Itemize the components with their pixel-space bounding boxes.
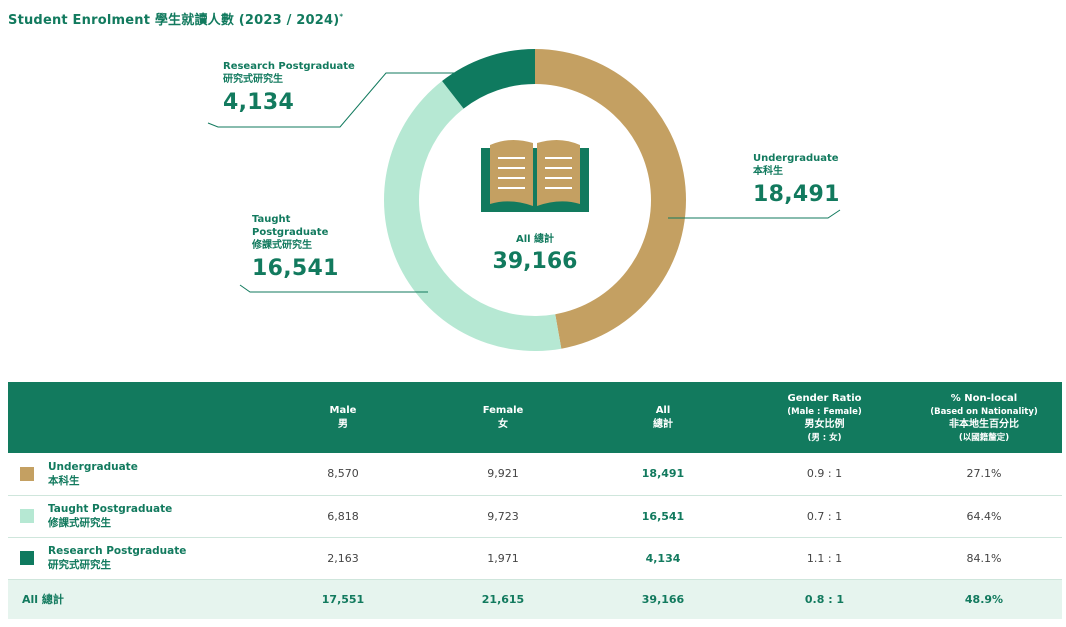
cell-all: 16,541 [641,509,685,523]
enrolment-table: Male 男 Female 女 All 總計 Gender Ratio (Male :… [8,382,1062,619]
table-header-row: Male 男 Female 女 All 總計 Gender Ratio (Male :… [8,382,1062,453]
cell-ratio: 0.7 : 1 [806,509,843,523]
callout-research-value: 4,134 [223,90,295,115]
total-ratio: 0.8 : 1 [804,592,845,606]
donut-chart [207,49,841,351]
cell-all: 18,491 [641,467,685,481]
callout-taught-label-2: Postgraduate [252,227,329,238]
swatch-taught [20,509,34,523]
leader-line-undergrad [668,209,841,219]
total-all: 39,166 [641,592,685,606]
callout-undergrad-label-zh: 本科生 [753,166,783,177]
table-row: Undergraduate 本科生 8,570 9,921 18,491 0.9 … [8,453,1062,495]
donut-slice-undergrad [535,49,687,349]
cell-all: 4,134 [645,551,681,565]
donut-slice-taught [384,81,562,351]
cell-male: 6,818 [327,509,359,523]
callout-taught-value: 16,541 [252,256,339,281]
cell-ratio: 0.9 : 1 [806,467,843,481]
leader-line-research [207,72,458,128]
cell-ratio: 1.1 : 1 [806,551,843,565]
callout-taught: Taught Postgraduate 修課式研究生 16,541 [252,213,339,281]
header-gender-ratio: Gender Ratio (Male : Female) 男女比例 (男 : 女… [787,392,862,443]
page-title: Student Enrolment 學生就讀人數 (2023 / 2024)* [8,9,343,28]
cell-male: 2,163 [327,551,359,565]
callout-undergrad: Undergraduate 本科生 18,491 [753,152,840,207]
leader-line-taught [239,284,428,293]
callout-undergrad-value: 18,491 [753,182,840,207]
title-text: Student Enrolment 學生就讀人數 (2023 / 2024) [8,13,340,28]
table-row: Taught Postgraduate 修課式研究生 6,818 9,723 16… [8,495,1062,537]
cell-female: 9,921 [487,467,519,481]
cell-female: 9,723 [487,509,519,523]
total-row-label: All 總計 [22,593,64,607]
donut-slice-research [442,49,535,109]
callout-taught-label: Taught [252,214,291,225]
swatch-undergrad [20,466,34,481]
cell-nonlocal: 27.1% [966,467,1002,481]
title-footnote-mark: * [339,12,344,21]
total-female: 21,615 [481,592,525,606]
table-total-row: All 總計 17,551 21,615 39,166 0.8 : 1 48.9… [8,579,1062,619]
header-female: Female 女 [482,404,524,430]
table-row: Research Postgraduate 研究式研究生 2,163 1,971 … [8,537,1062,579]
open-book-icon [481,139,589,212]
callout-research-label: Research Postgraduate [223,61,355,72]
total-value: 39,166 [492,249,578,274]
header-male: Male 男 [329,404,357,430]
cell-male: 8,570 [327,467,359,481]
cell-nonlocal: 84.1% [966,551,1002,565]
cell-female: 1,971 [487,551,519,565]
callout-research-label-zh: 研究式研究生 [223,74,283,85]
callout-taught-label-zh: 修課式研究生 [252,240,312,251]
header-non-local: % Non-local (Based on Nationality) 非本地生百… [930,392,1038,443]
header-all: All 總計 [653,404,673,430]
total-label: All 總計 [515,234,555,245]
callout-undergrad-label: Undergraduate [753,153,839,164]
callout-research: Research Postgraduate 研究式研究生 4,134 [223,60,355,115]
cell-nonlocal: 64.4% [966,509,1002,523]
swatch-research [20,551,34,565]
total-male: 17,551 [321,592,365,606]
header-category [8,382,263,453]
donut-center-total: All 總計 39,166 [455,230,615,274]
total-nonlocal: 48.9% [964,592,1004,606]
